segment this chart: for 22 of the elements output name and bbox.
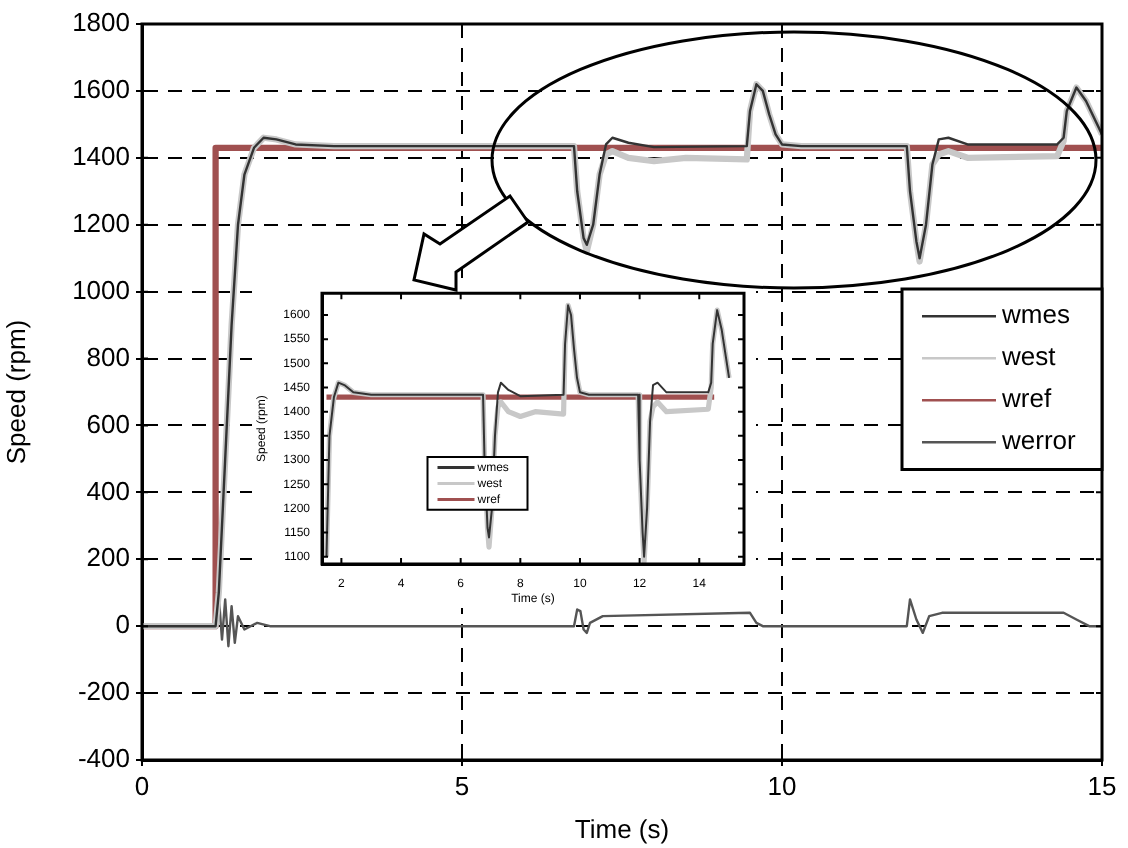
y-tick-label: 800 xyxy=(86,341,130,372)
y-axis-title: Speed (rpm) xyxy=(0,319,31,465)
x-tick-label: 10 xyxy=(767,770,797,801)
y-tick-label: 1400 xyxy=(72,140,130,171)
y-tick-label: 1800 xyxy=(72,7,130,38)
x-tick-label: 15 xyxy=(1087,770,1117,801)
legend-label: wmes xyxy=(1000,299,1071,330)
legend-label: wref xyxy=(1000,383,1052,414)
y-tick-label: 1200 xyxy=(72,207,130,238)
y-tick-label: 600 xyxy=(86,408,130,439)
y-tick-label: -200 xyxy=(77,676,130,707)
y-tick-label: 200 xyxy=(86,542,130,573)
y-tick-label: 1600 xyxy=(72,74,130,105)
x-axis-title: Time (s) xyxy=(574,813,670,844)
x-tick-label: 5 xyxy=(454,770,470,801)
x-tick-label: 0 xyxy=(134,770,150,801)
y-tick-label: 400 xyxy=(86,475,130,506)
legend-label: west xyxy=(1000,341,1057,372)
y-tick-label: 1000 xyxy=(72,274,130,305)
legend-label: werror xyxy=(1000,425,1078,456)
y-tick-label: 0 xyxy=(115,609,130,640)
y-tick-label: -400 xyxy=(77,743,130,774)
